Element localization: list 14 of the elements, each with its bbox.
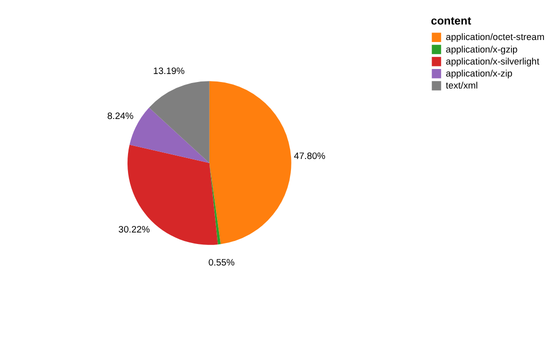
legend-label: application/x-silverlight <box>446 56 540 66</box>
data-label: 13.19% <box>153 66 185 76</box>
data-label: 47.80% <box>294 150 326 161</box>
pie-slice <box>209 81 292 244</box>
legend-label: application/x-zip <box>446 68 512 78</box>
data-label: 8.24% <box>107 111 134 122</box>
legend-label: text/xml <box>446 80 478 91</box>
legend-title: content <box>430 15 472 28</box>
legend-label: application/octet-stream <box>446 32 545 42</box>
legend-label: application/x-gzip <box>446 44 518 54</box>
data-label: 30.22% <box>118 224 150 234</box>
pie-slice <box>149 81 210 163</box>
pie-slice <box>209 163 221 244</box>
data-label: 0.55% <box>208 258 235 268</box>
